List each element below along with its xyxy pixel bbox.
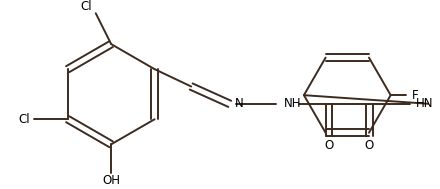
Text: NH: NH	[284, 97, 301, 110]
Text: O: O	[324, 139, 334, 152]
Text: OH: OH	[102, 174, 120, 187]
Text: HN: HN	[416, 97, 433, 110]
Text: N: N	[235, 97, 243, 110]
Text: Cl: Cl	[80, 0, 92, 13]
Text: F: F	[412, 89, 418, 102]
Text: O: O	[365, 139, 374, 152]
Text: Cl: Cl	[18, 113, 30, 126]
